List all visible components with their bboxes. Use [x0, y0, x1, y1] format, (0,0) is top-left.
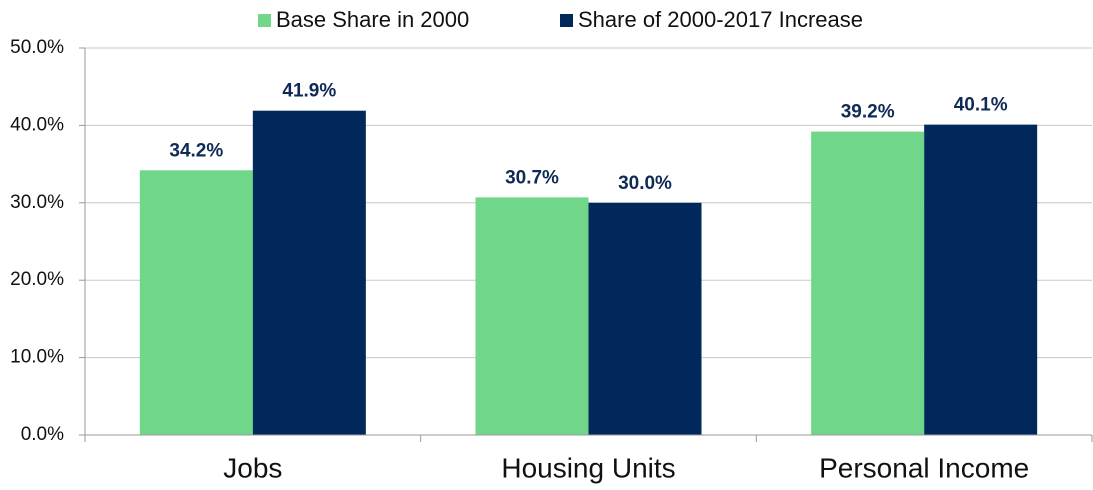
y-tick-label: 50.0%	[10, 37, 64, 58]
y-tick-label: 10.0%	[10, 347, 64, 368]
bar	[811, 131, 925, 436]
legend-label: Base Share in 2000	[276, 7, 469, 32]
value-label: 40.1%	[954, 95, 1008, 116]
x-tick-label: Jobs	[223, 452, 282, 483]
value-label: 34.2%	[169, 140, 223, 161]
value-label: 30.7%	[505, 167, 559, 188]
bar	[475, 197, 589, 435]
bar	[252, 110, 366, 435]
legend-swatch	[560, 14, 573, 27]
legend-swatch	[258, 14, 271, 27]
value-label: 41.9%	[282, 81, 336, 102]
legend-label: Share of 2000-2017 Increase	[578, 7, 863, 32]
y-tick-label: 0.0%	[21, 424, 64, 445]
bar	[139, 170, 253, 436]
y-tick-label: 40.0%	[10, 114, 64, 135]
bar	[588, 202, 702, 435]
x-tick-label: Housing Units	[501, 452, 675, 483]
bar	[924, 124, 1038, 435]
y-tick-label: 30.0%	[10, 192, 64, 213]
y-tick-label: 20.0%	[10, 269, 64, 290]
value-label: 39.2%	[841, 102, 895, 123]
value-label: 30.0%	[618, 173, 672, 194]
x-tick-label: Personal Income	[819, 452, 1029, 483]
